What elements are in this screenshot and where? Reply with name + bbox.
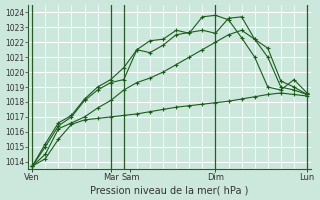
X-axis label: Pression niveau de la mer( hPa ): Pression niveau de la mer( hPa ) xyxy=(91,185,249,195)
